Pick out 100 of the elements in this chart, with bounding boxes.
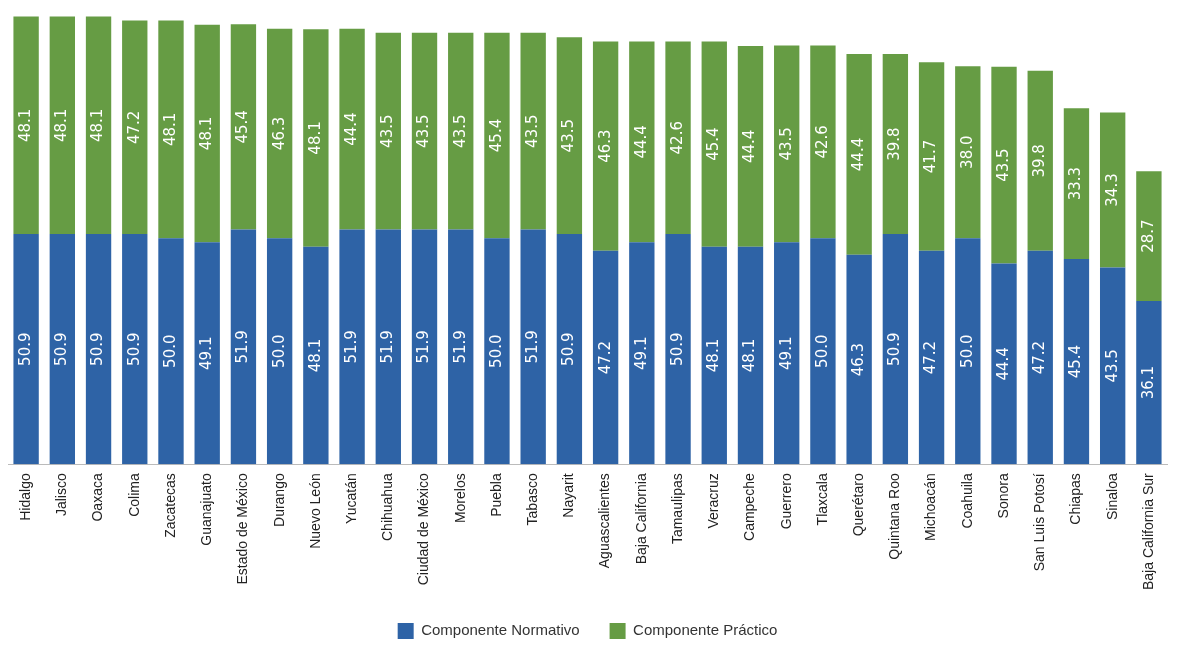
bar	[266, 238, 293, 465]
bar	[194, 242, 220, 465]
data-label: 47.2	[595, 340, 614, 375]
data-label: 44.4	[849, 137, 868, 172]
x-tick-label: Oaxaca	[89, 473, 106, 522]
bar	[991, 66, 1017, 264]
bar	[846, 254, 872, 465]
x-tick-label: Sinaloa	[1103, 473, 1120, 520]
data-label: 48.1	[305, 121, 324, 155]
data-label: 45.4	[1066, 344, 1085, 379]
data-label: 43.5	[993, 148, 1012, 182]
data-label: 44.4	[740, 129, 759, 164]
bar	[1063, 108, 1090, 259]
data-label: 50.0	[160, 334, 179, 368]
x-tick-label: Guanajuato	[198, 473, 215, 546]
bar	[774, 45, 800, 243]
x-tick-label: Campeche	[741, 473, 758, 541]
bar	[1063, 258, 1090, 465]
data-label: 50.0	[812, 334, 831, 368]
x-tick-label: Querétaro	[850, 473, 866, 537]
x-tick-label: Tlaxcala	[813, 473, 830, 526]
bar	[918, 62, 945, 251]
bar	[665, 234, 691, 465]
bar	[122, 234, 148, 465]
bar	[1027, 70, 1053, 251]
data-label: 51.9	[341, 330, 360, 364]
data-label: 48.1	[740, 338, 759, 373]
bar	[737, 246, 764, 465]
bar	[484, 238, 510, 465]
data-label: 43.5	[776, 127, 795, 161]
data-label: 33.3	[1066, 166, 1085, 201]
x-tick-label: Nuevo León	[306, 473, 323, 549]
bar	[411, 32, 438, 230]
data-label: 48.1	[52, 108, 71, 142]
x-tick-label: Zacatecas	[161, 473, 178, 538]
x-tick-label: Estado de México	[234, 473, 251, 585]
data-label: 47.2	[124, 110, 143, 145]
data-label: 48.1	[197, 116, 216, 151]
bar	[629, 41, 655, 243]
bar	[1099, 267, 1126, 465]
data-label: 48.1	[704, 338, 723, 373]
data-label: 49.1	[776, 336, 795, 370]
x-tick-label: Jalisco	[53, 473, 70, 517]
bar	[629, 242, 655, 465]
bar	[774, 242, 800, 465]
x-tick-label: Aguascalientes	[596, 473, 613, 569]
bar	[85, 234, 112, 465]
bar	[266, 28, 293, 239]
x-tick-label: Sonora	[994, 473, 1011, 519]
bar	[49, 234, 76, 465]
x-tick-label: Coahuila	[958, 473, 975, 529]
data-label: 50.9	[52, 332, 71, 366]
data-label: 28.7	[1138, 219, 1157, 253]
bar	[230, 24, 257, 230]
bar	[556, 234, 583, 465]
bar	[411, 229, 438, 465]
bar	[882, 54, 909, 235]
bar	[1027, 250, 1053, 465]
x-tick-label: Ciudad de México	[415, 473, 432, 586]
data-label: 46.3	[849, 342, 868, 377]
data-label: 50.9	[667, 332, 686, 366]
x-tick-label: Chihuahua	[379, 473, 396, 542]
data-label: 45.4	[233, 110, 252, 144]
bar	[303, 29, 329, 247]
x-tick-label: Veracruz	[705, 473, 722, 529]
x-tick-label: Hidalgo	[16, 473, 33, 521]
data-label: 48.1	[88, 108, 107, 142]
x-tick-label: Tamaulipas	[668, 473, 685, 545]
x-tick-label: Baja California Sur	[1139, 472, 1156, 591]
data-label: 48.1	[16, 108, 34, 142]
x-tick-label: Puebla	[487, 473, 504, 517]
bar	[448, 229, 474, 465]
data-label: 51.9	[523, 330, 542, 364]
bar	[339, 229, 365, 465]
data-label: 38.0	[957, 135, 976, 169]
data-label: 51.9	[450, 330, 469, 364]
bar	[810, 45, 836, 239]
bar	[701, 41, 727, 247]
x-tick-label: Michoacán	[922, 473, 939, 541]
legend-label: Componente Normativo	[421, 621, 580, 639]
bar	[882, 234, 909, 465]
bar	[918, 250, 945, 465]
bar	[1136, 301, 1162, 465]
data-label: 46.3	[595, 129, 614, 163]
x-tick-label: Tabasco	[524, 473, 541, 526]
bar	[1136, 171, 1162, 302]
bar	[810, 238, 836, 465]
bar	[375, 229, 401, 465]
data-label: 49.1	[631, 336, 650, 370]
data-label: 43.5	[523, 114, 542, 148]
bar	[194, 24, 220, 243]
x-tick-label: Yucatán	[342, 473, 359, 524]
data-label: 47.2	[1030, 340, 1049, 375]
bar	[737, 45, 764, 247]
data-label: 43.5	[414, 114, 433, 148]
data-label: 36.1	[1138, 365, 1157, 400]
bar	[846, 54, 872, 255]
bar	[955, 238, 981, 465]
bar	[701, 246, 727, 465]
bar	[13, 16, 39, 235]
